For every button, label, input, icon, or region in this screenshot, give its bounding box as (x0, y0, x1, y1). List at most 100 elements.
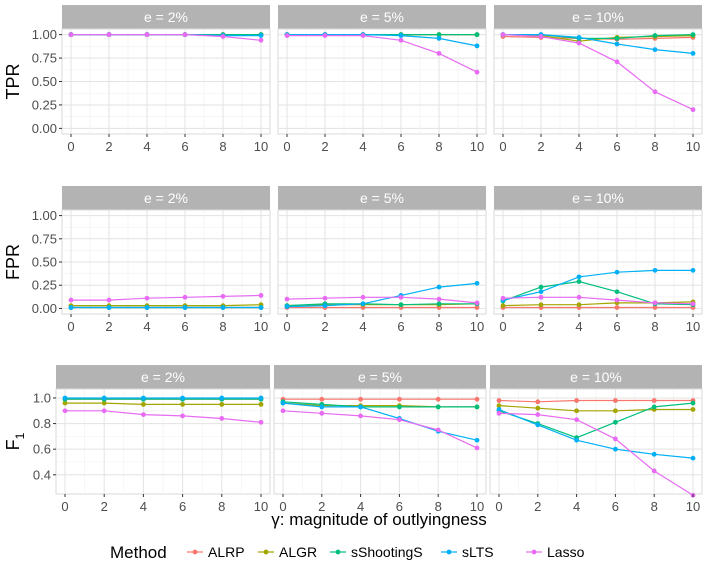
data-point-lasso (474, 445, 480, 451)
data-point-lasso (690, 107, 696, 113)
legend-item-algr: ALGR (258, 544, 317, 560)
x-tick-label: 0 (495, 499, 502, 514)
y-axis-label: TPR (3, 63, 23, 99)
panel-tpr-e-10: e = 10% 0 2 4 6 8 10 (493, 5, 703, 154)
data-point-algr (690, 407, 696, 412)
data-point-sshootings (435, 404, 441, 410)
data-point-algr (574, 408, 579, 414)
x-tick-label: 0 (279, 499, 286, 514)
legend-item-sshootings: sShootingS (330, 544, 423, 560)
y-tick-label: 0.00 (32, 301, 57, 316)
data-point-lasso (62, 408, 68, 414)
data-point-slts (180, 395, 186, 401)
x-tick-label: 10 (470, 319, 484, 334)
x-tick-label: 6 (397, 139, 404, 154)
data-point-slts (358, 404, 363, 410)
x-tick-label: 0 (499, 139, 506, 154)
x-tick-label: 8 (219, 139, 226, 154)
data-point-slts (360, 301, 366, 307)
y-tick-label: 0.00 (32, 121, 57, 136)
data-point-algr (496, 403, 502, 409)
series-line-algr (498, 405, 693, 412)
series-line-slts (286, 282, 478, 308)
data-point-slts (322, 303, 328, 309)
data-point-alrp (319, 396, 325, 402)
x-tick-label: 6 (396, 499, 403, 514)
facet-strip (494, 5, 702, 29)
data-point-slts (690, 50, 696, 56)
data-point-lasso (436, 50, 442, 56)
x-tick-label: 2 (318, 499, 325, 514)
data-point-lasso (614, 297, 620, 303)
data-point-lasso (474, 69, 480, 75)
x-tick-label: 6 (613, 319, 620, 334)
x-tick-label: 8 (218, 499, 225, 514)
data-point-sshootings (614, 289, 620, 295)
facet-strip (490, 365, 702, 389)
data-point-slts (690, 267, 696, 273)
data-point-lasso (538, 294, 544, 300)
data-point-lasso (576, 294, 582, 300)
data-point-lasso (68, 32, 74, 38)
x-tick-label: 10 (686, 319, 700, 334)
series-line-lasso (498, 412, 694, 496)
data-point-lasso (322, 33, 328, 38)
x-tick-label: 2 (537, 319, 544, 334)
data-point-slts (576, 35, 582, 40)
x-tick-label: 2 (105, 139, 112, 154)
x-tick-label: 0 (61, 499, 68, 514)
panel-f1-e-5: e = 5% 0 2 4 6 8 10 (273, 365, 487, 514)
x-tick-label: 0 (283, 139, 290, 154)
data-point-lasso (535, 412, 541, 418)
data-point-slts (690, 455, 696, 461)
y-tick-label: 0.6 (33, 442, 51, 457)
data-point-lasso (613, 436, 618, 442)
series-line-sshootings (282, 401, 477, 408)
data-point-sshootings (397, 404, 402, 410)
data-point-lasso (496, 410, 502, 416)
x-tick-label: 0 (67, 319, 74, 334)
data-point-slts (219, 395, 225, 401)
data-point-algr (219, 401, 225, 407)
y-tick-label: 1.00 (32, 208, 57, 223)
data-point-algr (101, 400, 107, 406)
data-point-lasso (322, 295, 328, 301)
data-point-lasso (182, 294, 188, 300)
y-tick-label: 0.50 (32, 74, 57, 89)
x-tick-label: 2 (537, 139, 544, 154)
data-point-sshootings (690, 32, 696, 38)
data-point-sshootings (652, 33, 658, 38)
data-point-lasso (258, 37, 264, 43)
x-tick-label: 2 (534, 499, 541, 514)
legend-title: Method (110, 543, 167, 562)
data-point-slts (436, 35, 442, 41)
data-point-alrp (474, 305, 480, 310)
data-point-slts (62, 395, 68, 401)
data-point-lasso (360, 294, 366, 300)
x-tick-label: 10 (254, 139, 268, 154)
data-point-lasso (500, 295, 506, 301)
panel-fpr-e-10: e = 10% 0 2 4 6 8 10 (493, 186, 703, 334)
facet-strip (274, 365, 486, 389)
data-point-sshootings (436, 32, 442, 38)
x-tick-label: 10 (254, 319, 268, 334)
x-tick-label: 6 (181, 139, 188, 154)
data-point-lasso (358, 413, 363, 419)
x-tick-label: 6 (181, 319, 188, 334)
data-point-lasso (360, 33, 366, 38)
y-tick-label: 0.8 (33, 416, 51, 431)
data-point-slts (574, 437, 579, 443)
series-line-sshootings (286, 303, 477, 307)
data-point-slts (474, 437, 480, 443)
legend-item-alrp: ALRP (187, 544, 245, 560)
data-point-slts (652, 47, 658, 53)
series-line-lasso (71, 33, 262, 41)
data-point-slts (614, 41, 620, 47)
data-point-sshootings (474, 32, 480, 38)
x-tick-label: 10 (686, 499, 700, 514)
data-point-sshootings (576, 279, 582, 284)
y-tick-label: 0.75 (32, 51, 57, 66)
data-point-lasso (182, 32, 188, 38)
facet-strip (278, 5, 486, 29)
data-point-lasso (474, 300, 480, 306)
